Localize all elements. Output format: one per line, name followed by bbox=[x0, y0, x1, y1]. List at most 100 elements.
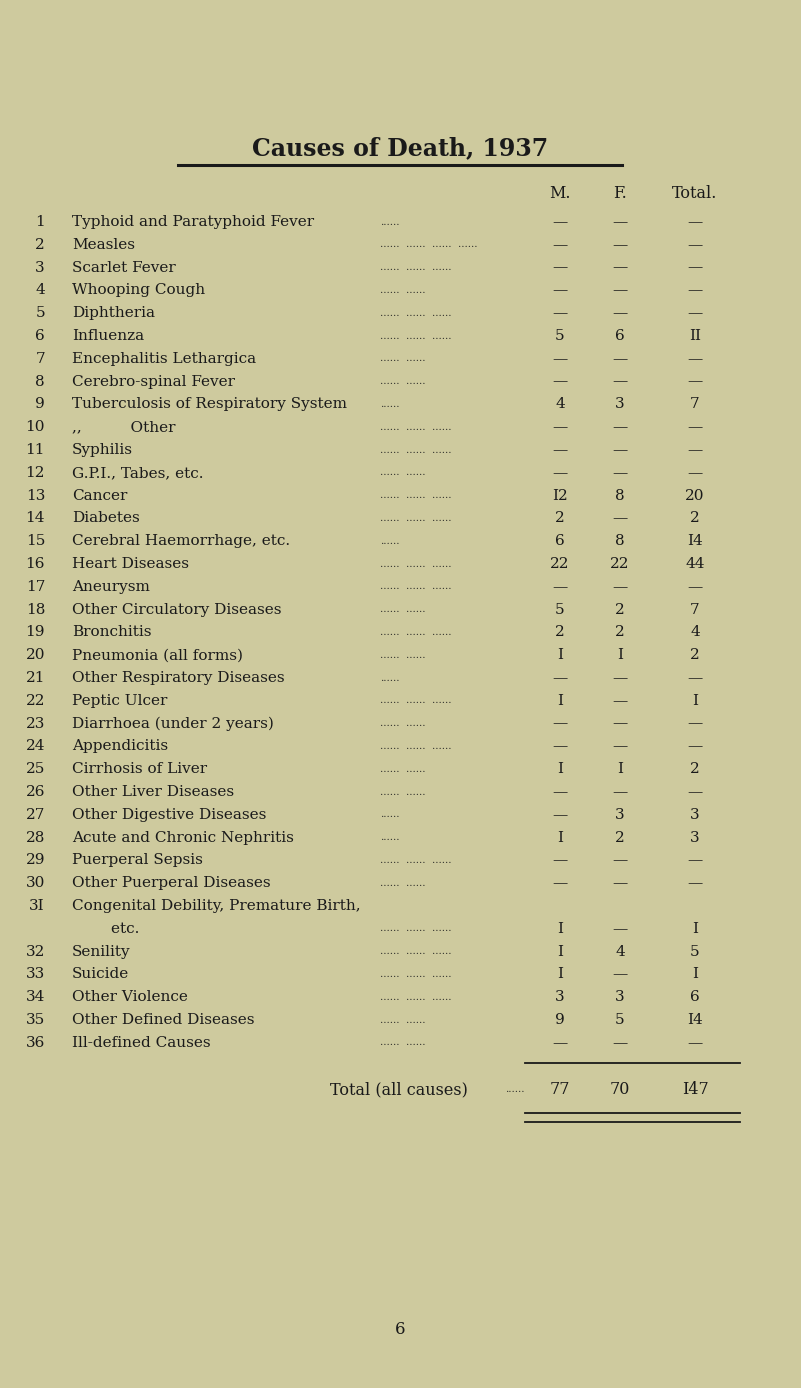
Text: ......: ...... bbox=[380, 537, 400, 545]
Text: ......  ......  ......: ...... ...... ...... bbox=[380, 446, 452, 454]
Text: F.: F. bbox=[613, 185, 627, 201]
Text: ......  ......: ...... ...... bbox=[380, 286, 425, 294]
Text: 28: 28 bbox=[26, 830, 45, 845]
Text: —: — bbox=[553, 786, 568, 799]
Text: 7: 7 bbox=[35, 351, 45, 366]
Text: I: I bbox=[557, 648, 563, 662]
Text: —: — bbox=[553, 261, 568, 275]
Text: Acute and Chronic Nephritis: Acute and Chronic Nephritis bbox=[72, 830, 294, 845]
Text: Encephalitis Lethargica: Encephalitis Lethargica bbox=[72, 351, 256, 366]
Text: 3: 3 bbox=[690, 808, 700, 822]
Text: 34: 34 bbox=[26, 990, 45, 1004]
Text: —: — bbox=[687, 307, 702, 321]
Text: 5: 5 bbox=[615, 1013, 625, 1027]
Text: —: — bbox=[613, 511, 628, 526]
Text: 12: 12 bbox=[26, 466, 45, 480]
Text: 2: 2 bbox=[615, 602, 625, 616]
Text: I: I bbox=[617, 762, 623, 776]
Text: ......  ......  ......: ...... ...... ...... bbox=[380, 743, 452, 751]
Text: —: — bbox=[613, 215, 628, 229]
Text: —: — bbox=[613, 740, 628, 754]
Text: ......  ......: ...... ...... bbox=[380, 605, 425, 613]
Text: —: — bbox=[613, 580, 628, 594]
Text: ......  ......  ......: ...... ...... ...... bbox=[380, 514, 452, 523]
Text: ......  ......  ......: ...... ...... ...... bbox=[380, 947, 452, 956]
Text: I: I bbox=[557, 922, 563, 936]
Text: 3: 3 bbox=[615, 808, 625, 822]
Text: —: — bbox=[613, 237, 628, 251]
Text: Aneurysm: Aneurysm bbox=[72, 580, 150, 594]
Text: —: — bbox=[553, 854, 568, 868]
Text: Heart Diseases: Heart Diseases bbox=[72, 557, 189, 570]
Text: 3: 3 bbox=[690, 830, 700, 845]
Text: 15: 15 bbox=[26, 534, 45, 548]
Text: —: — bbox=[687, 580, 702, 594]
Text: —: — bbox=[687, 786, 702, 799]
Text: Cerebro-spinal Fever: Cerebro-spinal Fever bbox=[72, 375, 235, 389]
Text: I: I bbox=[692, 694, 698, 708]
Text: —: — bbox=[687, 283, 702, 297]
Text: —: — bbox=[687, 215, 702, 229]
Text: 6: 6 bbox=[555, 534, 565, 548]
Text: I: I bbox=[557, 762, 563, 776]
Text: 2: 2 bbox=[555, 511, 565, 526]
Text: 16: 16 bbox=[26, 557, 45, 570]
Text: 11: 11 bbox=[26, 443, 45, 457]
Text: 2: 2 bbox=[555, 626, 565, 640]
Text: Other Puerperal Diseases: Other Puerperal Diseases bbox=[72, 876, 271, 890]
Text: 25: 25 bbox=[26, 762, 45, 776]
Text: —: — bbox=[553, 375, 568, 389]
Text: Influenza: Influenza bbox=[72, 329, 144, 343]
Text: —: — bbox=[553, 237, 568, 251]
Text: Total.: Total. bbox=[672, 185, 718, 201]
Text: Cancer: Cancer bbox=[72, 489, 127, 502]
Text: 29: 29 bbox=[26, 854, 45, 868]
Text: 14: 14 bbox=[26, 511, 45, 526]
Text: 2: 2 bbox=[615, 830, 625, 845]
Text: —: — bbox=[687, 1035, 702, 1049]
Text: 6: 6 bbox=[395, 1321, 406, 1338]
Text: G.P.I., Tabes, etc.: G.P.I., Tabes, etc. bbox=[72, 466, 203, 480]
Text: 4: 4 bbox=[690, 626, 700, 640]
Text: Diarrhoea (under 2 years): Diarrhoea (under 2 years) bbox=[72, 716, 274, 731]
Text: —: — bbox=[687, 421, 702, 434]
Text: 6: 6 bbox=[690, 990, 700, 1004]
Text: I2: I2 bbox=[552, 489, 568, 502]
Text: 22: 22 bbox=[26, 694, 45, 708]
Text: 3: 3 bbox=[615, 990, 625, 1004]
Text: ......  ......: ...... ...... bbox=[380, 1038, 425, 1048]
Text: —: — bbox=[553, 1035, 568, 1049]
Text: ......  ......  ......: ...... ...... ...... bbox=[380, 559, 452, 569]
Text: —: — bbox=[553, 466, 568, 480]
Text: etc.: etc. bbox=[72, 922, 139, 936]
Text: 4: 4 bbox=[615, 945, 625, 959]
Text: —: — bbox=[687, 351, 702, 366]
Text: Pneumonia (all forms): Pneumonia (all forms) bbox=[72, 648, 243, 662]
Text: —: — bbox=[613, 375, 628, 389]
Text: ......  ......: ...... ...... bbox=[380, 354, 425, 364]
Text: 8: 8 bbox=[615, 534, 625, 548]
Text: I47: I47 bbox=[682, 1081, 708, 1098]
Text: —: — bbox=[687, 670, 702, 686]
Text: 21: 21 bbox=[26, 670, 45, 686]
Text: Measles: Measles bbox=[72, 237, 135, 251]
Text: Diabetes: Diabetes bbox=[72, 511, 139, 526]
Text: 24: 24 bbox=[26, 740, 45, 754]
Text: I: I bbox=[557, 967, 563, 981]
Text: 4: 4 bbox=[35, 283, 45, 297]
Text: —: — bbox=[553, 670, 568, 686]
Text: Other Violence: Other Violence bbox=[72, 990, 188, 1004]
Text: 9: 9 bbox=[35, 397, 45, 411]
Text: 20: 20 bbox=[26, 648, 45, 662]
Text: —: — bbox=[613, 307, 628, 321]
Text: ......: ...... bbox=[380, 811, 400, 819]
Text: Other Defined Diseases: Other Defined Diseases bbox=[72, 1013, 255, 1027]
Text: I: I bbox=[557, 945, 563, 959]
Text: Cerebral Haemorrhage, etc.: Cerebral Haemorrhage, etc. bbox=[72, 534, 290, 548]
Text: ......  ......: ...... ...... bbox=[380, 651, 425, 659]
Text: I: I bbox=[557, 830, 563, 845]
Text: Appendicitis: Appendicitis bbox=[72, 740, 168, 754]
Text: 3: 3 bbox=[35, 261, 45, 275]
Text: ......  ......  ......: ...... ...... ...... bbox=[380, 970, 452, 979]
Text: 2: 2 bbox=[690, 648, 700, 662]
